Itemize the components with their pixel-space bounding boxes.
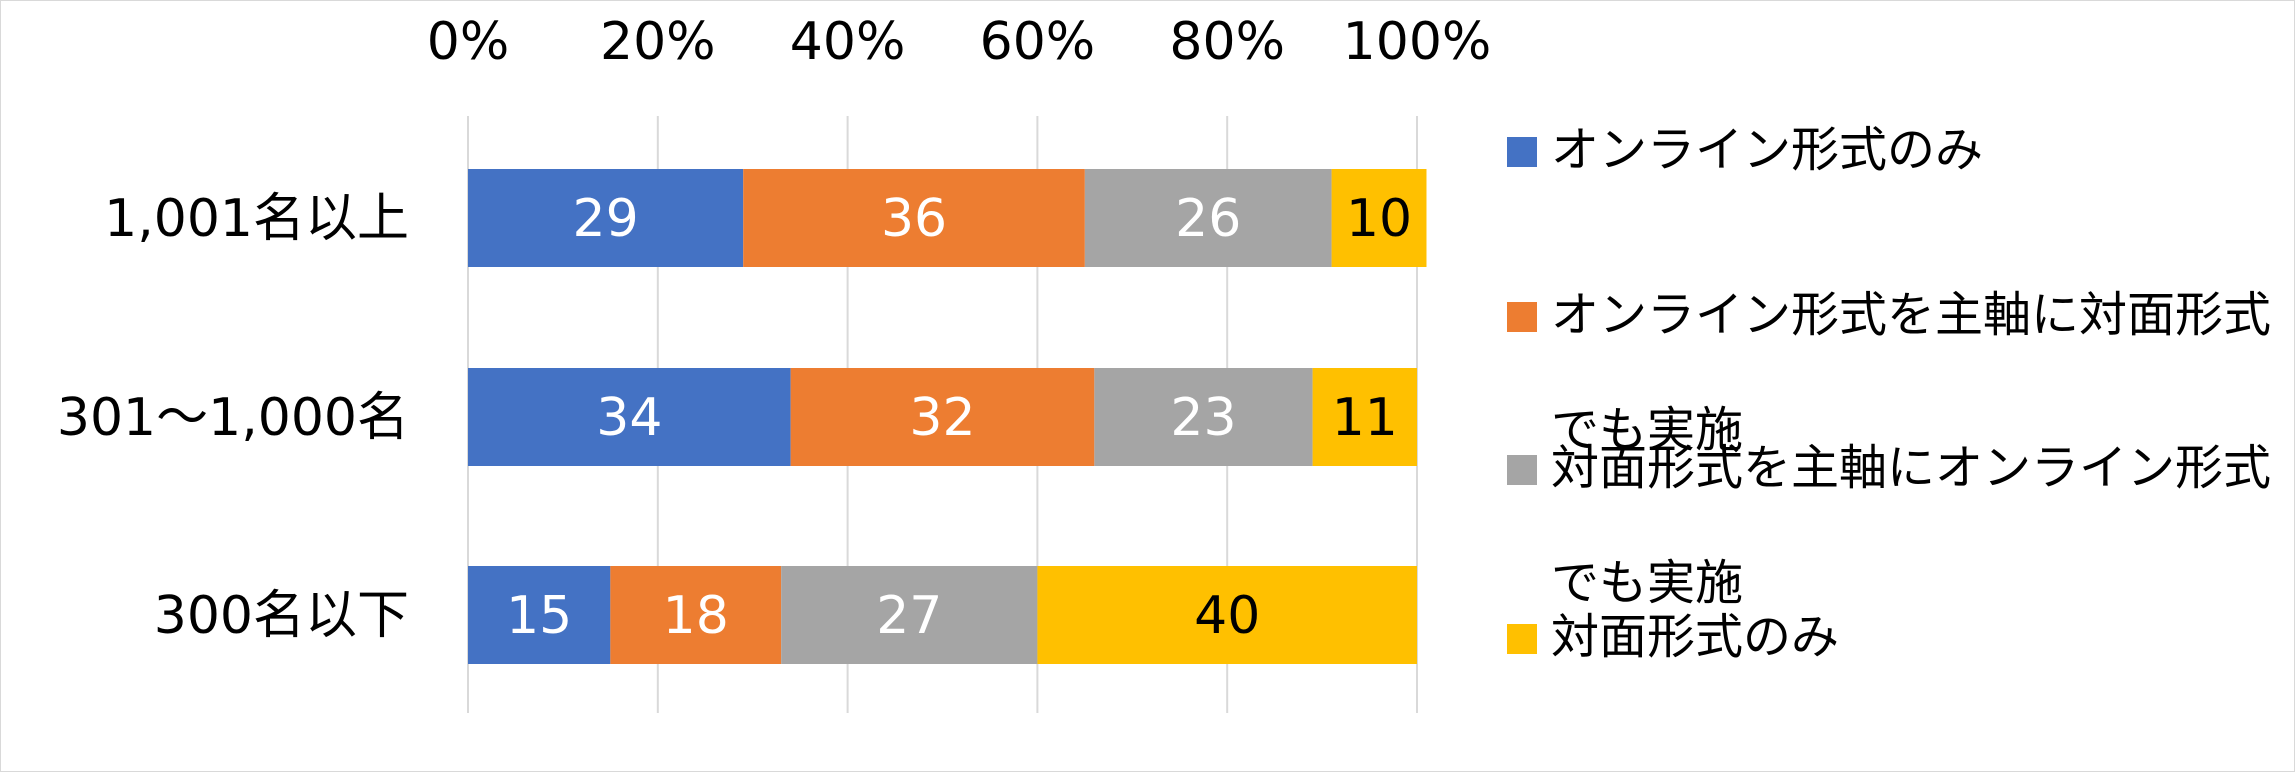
bar-segment <box>610 566 782 664</box>
category-label: 301～1,000名 <box>57 388 409 448</box>
data-label: 10 <box>1346 189 1412 249</box>
data-label: 23 <box>1170 388 1236 448</box>
bar-segment <box>781 566 1038 664</box>
data-label: 34 <box>596 388 662 448</box>
legend-label: 対面形式のみ <box>1551 609 1839 665</box>
bar-segment <box>1331 169 1427 267</box>
x-tick-label: 40% <box>790 12 906 72</box>
bar-segment <box>468 566 611 664</box>
legend-label: でも実施 <box>1551 402 1743 458</box>
legend-swatch <box>1507 302 1537 332</box>
data-label: 15 <box>506 586 572 646</box>
legend-label: でも実施 <box>1551 555 1743 611</box>
x-tick-label: 0% <box>427 12 510 72</box>
legend-swatch <box>1507 624 1537 654</box>
legend-swatch <box>1507 455 1537 485</box>
data-label: 11 <box>1332 388 1398 448</box>
data-label: 26 <box>1175 189 1241 249</box>
category-label: 1,001名以上 <box>104 189 409 249</box>
bar-segment <box>1312 368 1417 466</box>
legend-label: オンライン形式を主軸に対面形式 <box>1551 287 2271 343</box>
bar-segment <box>1084 169 1332 267</box>
legend-label: 対面形式を主軸にオンライン形式 <box>1551 440 2271 496</box>
bar-segment <box>1094 368 1313 466</box>
data-label: 29 <box>573 189 639 249</box>
x-tick-label: 80% <box>1169 12 1285 72</box>
x-tick-label: 60% <box>980 12 1096 72</box>
bar-segment <box>790 368 1095 466</box>
bar-segment <box>1037 566 1417 664</box>
data-label: 32 <box>909 388 975 448</box>
data-label: 40 <box>1194 586 1260 646</box>
legend-label: オンライン形式のみ <box>1551 122 1983 178</box>
data-label: 18 <box>663 586 729 646</box>
category-label: 300名以下 <box>154 586 409 646</box>
x-tick-label: 20% <box>600 12 716 72</box>
bar-segment <box>468 368 791 466</box>
legend-swatch <box>1507 137 1537 167</box>
data-label: 27 <box>876 586 942 646</box>
data-label: 36 <box>881 189 947 249</box>
x-tick-label: 100% <box>1343 12 1492 72</box>
bar-segment <box>743 169 1085 267</box>
bar-segment <box>468 169 744 267</box>
